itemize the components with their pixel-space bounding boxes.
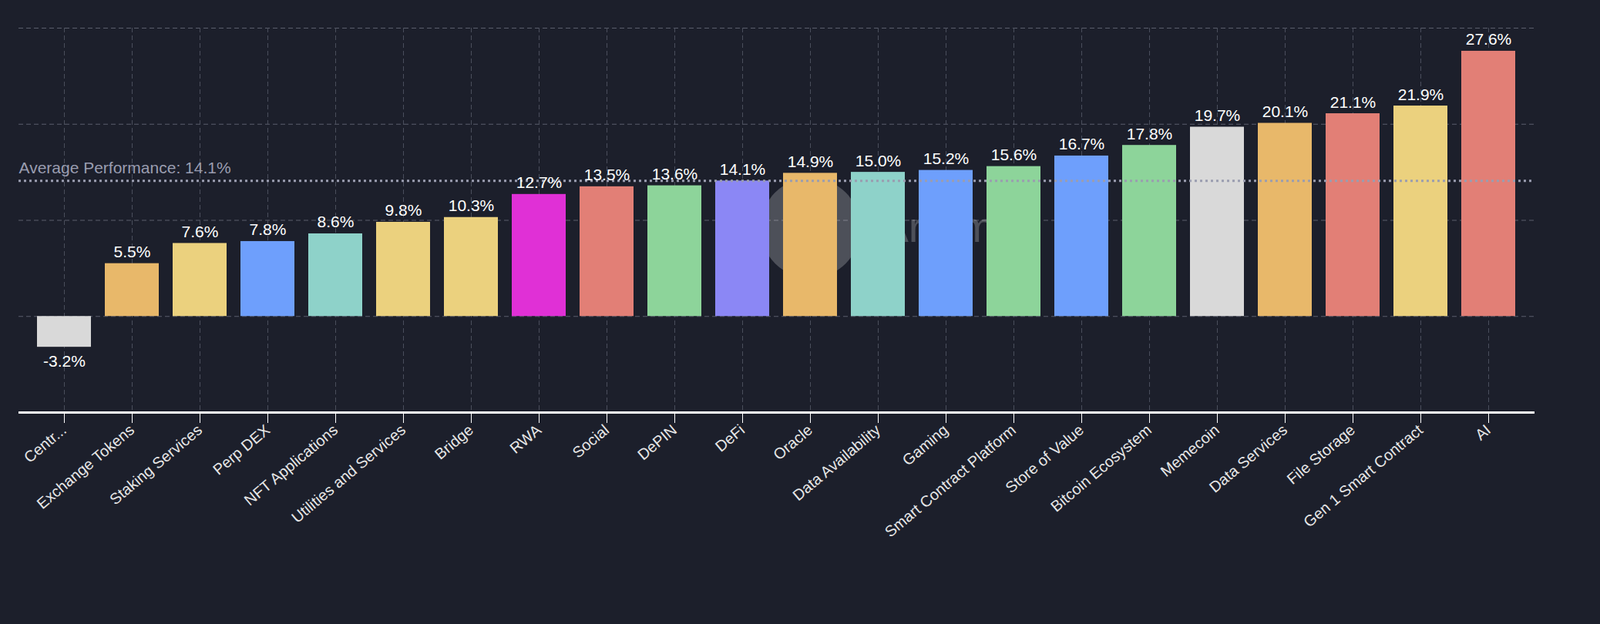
svg-text:Utilities and Services: Utilities and Services [288, 421, 409, 527]
svg-text:20.1%: 20.1% [1262, 102, 1309, 121]
svg-text:Perp DEX: Perp DEX [209, 421, 273, 479]
svg-text:-3.2%: -3.2% [43, 352, 86, 370]
svg-text:Oracle: Oracle [769, 421, 816, 464]
svg-text:Exchange Tokens: Exchange Tokens [33, 421, 138, 513]
svg-text:RWA: RWA [506, 420, 545, 458]
svg-text:13.6%: 13.6% [652, 164, 699, 183]
svg-text:Centr...: Centr... [20, 421, 71, 467]
svg-text:NFT Applications: NFT Applications [240, 421, 341, 509]
svg-text:Smart Contract Platform: Smart Contract Platform [881, 421, 1019, 542]
svg-text:DeFi: DeFi [712, 421, 748, 456]
svg-text:7.6%: 7.6% [181, 222, 219, 241]
svg-text:19.7%: 19.7% [1194, 106, 1241, 125]
svg-text:16.7%: 16.7% [1058, 134, 1106, 153]
svg-text:Gaming: Gaming [898, 421, 952, 470]
svg-text:14.1%: 14.1% [719, 160, 767, 179]
svg-text:15.6%: 15.6% [991, 145, 1038, 164]
svg-text:AI: AI [1472, 421, 1495, 444]
svg-text:File Storage: File Storage [1283, 421, 1359, 488]
svg-text:15.0%: 15.0% [855, 151, 902, 170]
svg-text:8.6%: 8.6% [317, 212, 355, 231]
svg-text:27.6%: 27.6% [1465, 30, 1513, 48]
svg-text:12.7%: 12.7% [516, 173, 563, 192]
svg-text:Data Services: Data Services [1206, 421, 1291, 497]
svg-text:Bridge: Bridge [431, 421, 477, 464]
svg-text:Memecoin: Memecoin [1156, 421, 1223, 481]
svg-text:5.5%: 5.5% [114, 242, 152, 261]
svg-text:Bitcoin Ecosystem: Bitcoin Ecosystem [1047, 421, 1155, 516]
svg-text:13.5%: 13.5% [584, 165, 631, 184]
svg-text:21.9%: 21.9% [1398, 85, 1445, 104]
svg-text:17.8%: 17.8% [1126, 124, 1174, 143]
svg-text:Average Performance: 14.1%: Average Performance: 14.1% [19, 158, 232, 177]
svg-text:Data Availability: Data Availability [789, 421, 884, 505]
svg-text:15.2%: 15.2% [923, 149, 970, 168]
svg-text:21.1%: 21.1% [1330, 93, 1377, 111]
svg-text:Staking Services: Staking Services [106, 421, 206, 509]
svg-text:10.3%: 10.3% [448, 196, 495, 215]
svg-text:Social: Social [568, 421, 612, 462]
svg-text:9.8%: 9.8% [385, 201, 423, 219]
svg-text:Store of Value: Store of Value [1002, 421, 1087, 497]
svg-text:Gen 1 Smart Contract: Gen 1 Smart Contract [1300, 420, 1426, 531]
svg-text:DePIN: DePIN [634, 421, 680, 464]
svg-text:14.9%: 14.9% [787, 152, 834, 171]
svg-text:7.8%: 7.8% [249, 220, 287, 239]
